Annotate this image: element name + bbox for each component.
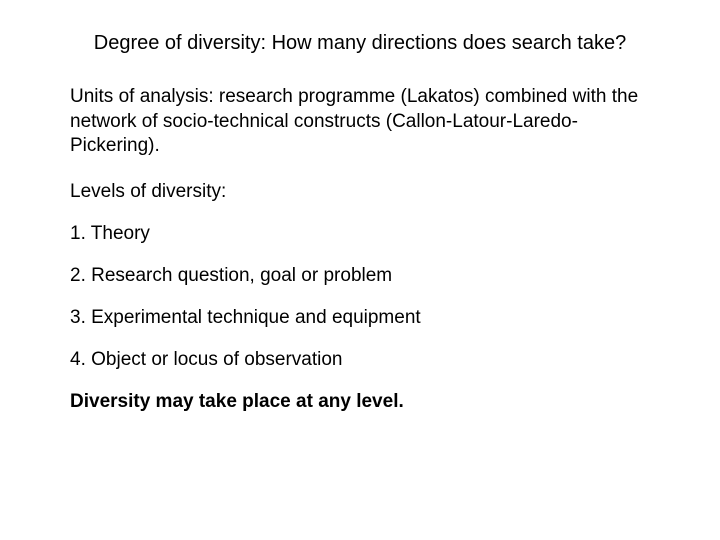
units-of-analysis-paragraph: Units of analysis: research programme (L… [70, 85, 650, 159]
slide-title: Degree of diversity: How many directions… [70, 30, 650, 57]
list-item: 4. Object or locus of observation [70, 349, 650, 371]
list-item: 1. Theory [70, 223, 650, 245]
list-item: 2. Research question, goal or problem [70, 265, 650, 287]
levels-label: Levels of diversity: [70, 181, 650, 203]
list-item: 3. Experimental technique and equipment [70, 307, 650, 329]
conclusion-text: Diversity may take place at any level. [70, 391, 650, 413]
